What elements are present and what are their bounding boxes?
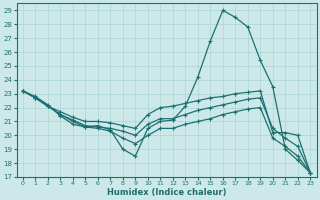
X-axis label: Humidex (Indice chaleur): Humidex (Indice chaleur)	[107, 188, 226, 197]
